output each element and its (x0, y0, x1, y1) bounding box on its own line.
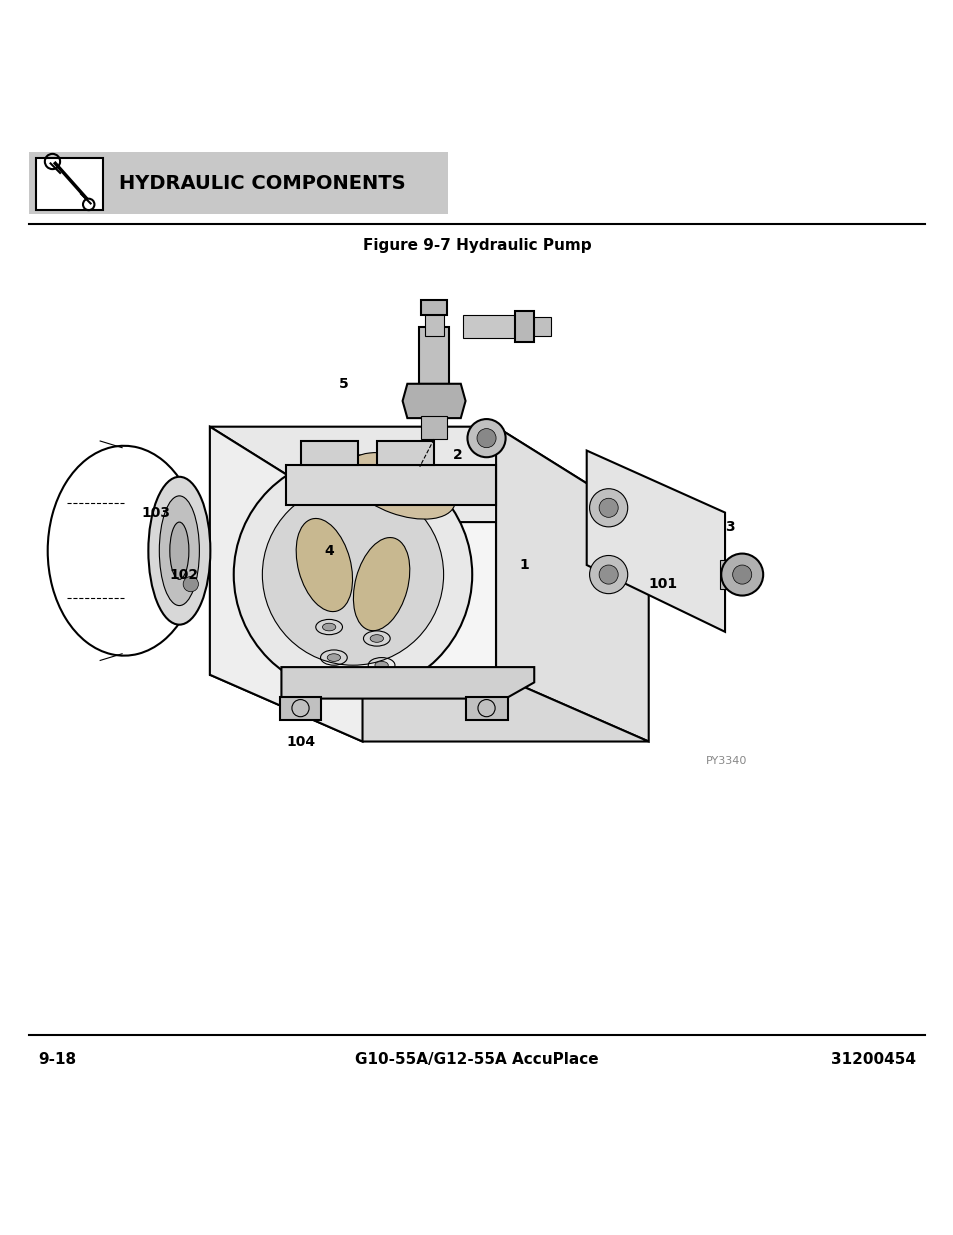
Ellipse shape (327, 653, 340, 662)
Bar (720, 561, 753, 589)
Circle shape (598, 566, 618, 584)
Polygon shape (210, 427, 648, 522)
FancyBboxPatch shape (29, 152, 448, 214)
Circle shape (720, 553, 762, 595)
Text: 9-18: 9-18 (38, 1051, 76, 1067)
Circle shape (183, 577, 198, 592)
Circle shape (398, 462, 440, 504)
Bar (420, 416, 447, 440)
Ellipse shape (295, 519, 353, 611)
Circle shape (732, 566, 751, 584)
Circle shape (589, 489, 627, 527)
Text: 2: 2 (453, 448, 462, 462)
Text: 3: 3 (724, 520, 734, 534)
Ellipse shape (149, 477, 210, 625)
Text: 104: 104 (286, 735, 315, 748)
Ellipse shape (346, 452, 455, 519)
Polygon shape (286, 464, 496, 505)
Ellipse shape (370, 635, 383, 642)
Circle shape (262, 484, 443, 666)
Text: 1: 1 (519, 558, 529, 572)
Text: 102: 102 (170, 568, 199, 582)
Polygon shape (210, 427, 496, 674)
Circle shape (589, 556, 627, 594)
Bar (300, 441, 357, 464)
Polygon shape (586, 451, 724, 632)
Bar (462, 315, 515, 338)
Bar (376, 441, 434, 464)
Circle shape (598, 498, 618, 517)
Text: PY3340: PY3340 (705, 756, 746, 766)
Ellipse shape (322, 624, 335, 631)
Polygon shape (281, 667, 534, 699)
Polygon shape (496, 427, 648, 741)
Polygon shape (210, 427, 362, 741)
Bar (534, 317, 551, 336)
Text: 31200454: 31200454 (830, 1051, 915, 1067)
Polygon shape (402, 384, 465, 419)
Text: 5: 5 (338, 377, 348, 390)
Bar (424, 312, 443, 336)
Text: HYDRAULIC COMPONENTS: HYDRAULIC COMPONENTS (119, 174, 405, 193)
Ellipse shape (353, 537, 410, 631)
Text: Figure 9-7 Hydraulic Pump: Figure 9-7 Hydraulic Pump (362, 238, 591, 253)
Text: 103: 103 (141, 505, 170, 520)
Ellipse shape (159, 496, 199, 605)
Polygon shape (210, 674, 648, 741)
Bar (418, 326, 449, 384)
Bar (279, 697, 321, 720)
Text: G10-55A/G12-55A AccuPlace: G10-55A/G12-55A AccuPlace (355, 1051, 598, 1067)
Text: 4: 4 (324, 543, 334, 558)
Text: 101: 101 (648, 577, 678, 592)
Circle shape (233, 456, 472, 694)
Ellipse shape (170, 522, 189, 579)
Bar (465, 697, 507, 720)
Bar (420, 300, 447, 315)
Circle shape (467, 419, 505, 457)
Bar (515, 311, 534, 342)
Circle shape (476, 429, 496, 448)
FancyBboxPatch shape (36, 158, 103, 210)
Ellipse shape (375, 662, 388, 669)
